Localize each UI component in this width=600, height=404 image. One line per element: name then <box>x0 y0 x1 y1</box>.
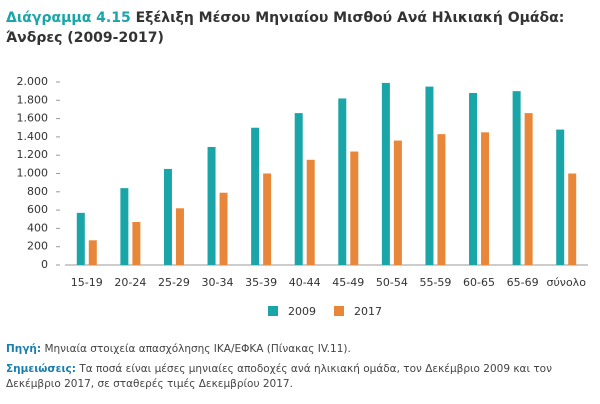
x-tick-label: σύνολο <box>546 276 586 289</box>
chart-title: Διάγραμμα 4.15 Εξέλιξη Μέσου Μηνιαίου Μι… <box>6 8 591 48</box>
y-tick-label: 1.400 <box>17 130 49 143</box>
legend-label: 2009 <box>288 305 316 318</box>
legend-swatch <box>334 306 344 316</box>
bar <box>338 98 347 265</box>
x-tick-label: 50-54 <box>376 276 408 289</box>
source: Πηγή: Μηνιαία στοιχεία απασχόλησης ΙΚΑ/Ε… <box>6 342 586 357</box>
y-tick-label: 1.800 <box>17 93 49 106</box>
bar <box>393 140 402 265</box>
y-tick-label: 1.000 <box>17 167 49 180</box>
bar <box>306 159 315 265</box>
bar <box>481 132 490 265</box>
title-text: Εξέλιξη Μέσου Μηνιαίου Μισθού Ανά Ηλικια… <box>6 10 565 46</box>
bar <box>568 173 577 265</box>
y-tick-label: 1.600 <box>17 112 49 125</box>
title-label: Διάγραμμα 4.15 <box>6 10 131 26</box>
bar <box>524 113 533 265</box>
legend-label: 2017 <box>354 305 382 318</box>
bar <box>88 240 97 265</box>
bar <box>437 134 446 265</box>
y-tick-label: 600 <box>27 203 48 216</box>
bar <box>251 127 260 265</box>
bar <box>207 146 216 265</box>
notes-text: Τα ποσά είναι μέσες μηνιαίες αποδοχές αν… <box>6 363 552 390</box>
bar <box>425 86 434 265</box>
x-tick-label: 25-29 <box>158 276 190 289</box>
bar <box>350 151 359 265</box>
source-text: Μηνιαία στοιχεία απασχόλησης ΙΚΑ/ΕΦΚΑ (Π… <box>44 343 351 355</box>
y-tick-label: 800 <box>27 185 48 198</box>
y-tick-label: 200 <box>27 240 48 253</box>
x-tick-label: 30-34 <box>202 276 234 289</box>
x-tick-label: 60-65 <box>463 276 495 289</box>
bar <box>120 188 129 265</box>
x-tick-label: 65-69 <box>507 276 539 289</box>
bar <box>381 82 390 265</box>
bar <box>556 129 565 265</box>
bar <box>132 221 141 265</box>
bar <box>219 192 228 265</box>
x-tick-label: 40-44 <box>289 276 321 289</box>
bar <box>469 92 478 265</box>
notes-label: Σημειώσεις: <box>6 363 76 375</box>
bar <box>76 212 85 265</box>
y-tick-label: 400 <box>27 221 48 234</box>
bar <box>175 208 184 265</box>
bar <box>294 113 303 265</box>
bar <box>163 168 172 265</box>
legend-swatch <box>268 306 278 316</box>
notes: Σημειώσεις: Τα ποσά είναι μέσες μηνιαίες… <box>6 362 586 392</box>
x-tick-label: 45-49 <box>332 276 364 289</box>
x-tick-label: 15-19 <box>71 276 103 289</box>
bar <box>512 91 521 266</box>
x-tick-label: 55-59 <box>419 276 451 289</box>
y-tick-label: 1.200 <box>17 148 49 161</box>
source-label: Πηγή: <box>6 343 42 355</box>
x-tick-label: 35-39 <box>245 276 277 289</box>
y-tick-label: 0 <box>41 258 48 271</box>
x-tick-label: 20-24 <box>114 276 146 289</box>
bar <box>263 173 272 265</box>
y-tick-label: 2.000 <box>17 75 49 88</box>
